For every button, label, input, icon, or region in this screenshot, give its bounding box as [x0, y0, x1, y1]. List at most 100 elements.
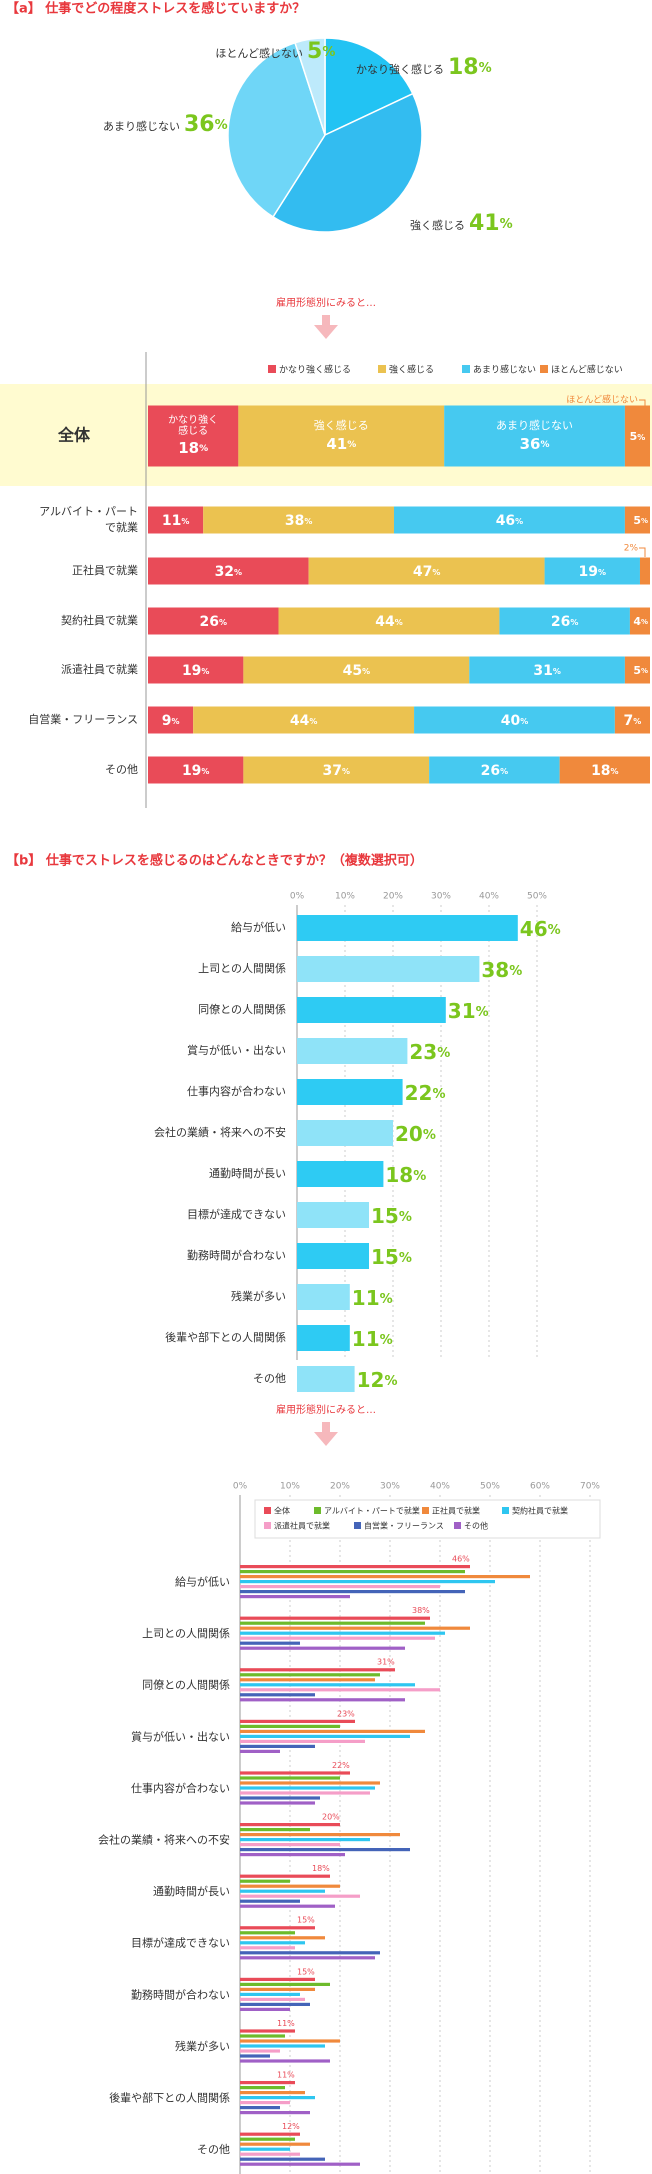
grouped-bar — [240, 1781, 380, 1785]
group-value-label: 31% — [377, 1658, 395, 1667]
bar-value-label: 23% — [409, 1040, 450, 1064]
grouped-bar — [240, 2002, 310, 2006]
bar-category-label: 給与が低い — [231, 920, 286, 934]
pie-value-label: 36% — [184, 112, 228, 137]
grouped-bar — [240, 2039, 340, 2043]
legend-swatch — [314, 1507, 321, 1514]
bar-value-label: 46% — [520, 917, 561, 941]
stacked-bar-segment — [544, 557, 640, 585]
callout-line — [639, 547, 646, 557]
stacked-value-label: 19% — [579, 564, 607, 580]
pie-slice — [271, 92, 423, 233]
x-tick-label: 30% — [380, 1482, 400, 1492]
grouped-bar — [240, 2007, 290, 2011]
group-value-label: 12% — [282, 2122, 300, 2131]
group-category-label: 会社の業績・将来への不安 — [98, 1833, 230, 1847]
stacked-category-label: で就業 — [105, 520, 138, 534]
grouped-bar — [240, 1729, 425, 1733]
stacked-value-label: 19% — [182, 663, 210, 679]
stacked-category-label: その他 — [105, 763, 138, 776]
grouped-bar — [240, 2137, 295, 2141]
stacked-bar-segment — [203, 506, 394, 534]
grouped-bar — [240, 2029, 295, 2033]
stacked-bar-segment — [308, 557, 545, 585]
bar-category-label: 会社の業績・将来への不安 — [154, 1125, 286, 1139]
stacked-value-label: 18% — [591, 763, 619, 779]
down-arrow-icon — [314, 315, 338, 339]
stacked-category-label: 自営業・フリーランス — [28, 712, 138, 726]
grouped-bar — [240, 2147, 290, 2151]
pie-label: かなり強く感じる — [356, 63, 444, 76]
stacked-bar-segment — [629, 607, 650, 635]
grouped-bar — [240, 1823, 340, 1827]
stacked-value-label: 32% — [215, 564, 243, 580]
grouped-bar — [240, 1982, 330, 1986]
grouped-bar — [240, 1838, 370, 1842]
stacked-bar-segment — [148, 756, 244, 784]
stacked-bar-segment — [148, 405, 239, 467]
stacked-bar-segment — [238, 405, 445, 467]
stacked-bar-segment — [444, 405, 625, 467]
stacked-bar-segment — [148, 656, 244, 684]
stacked-bar-segment — [624, 656, 650, 684]
stacked-bar-segment — [193, 706, 415, 734]
legend-swatch — [264, 1507, 271, 1514]
grouped-bar — [240, 2091, 305, 2095]
grouped-bar — [240, 1585, 440, 1589]
stacked-value-label: 45% — [343, 663, 371, 679]
legend-label: あまり感じない — [473, 364, 536, 376]
stacked-bar-segment — [499, 607, 630, 635]
grouped-bar — [240, 2044, 325, 2048]
bar — [297, 1120, 393, 1146]
group-value-label: 11% — [277, 2019, 295, 2028]
x-tick-label: 50% — [480, 1482, 500, 1492]
group-category-label: その他 — [197, 2143, 230, 2156]
legend-swatch — [378, 365, 386, 373]
stacked-value-label: 9% — [162, 713, 180, 729]
grouped-bar — [240, 2034, 285, 2038]
section-b-title: 【b】 仕事でストレスを感じるのはどんなときですか？（複数選択可） — [6, 853, 423, 869]
stacked-value-label: 26% — [551, 614, 579, 630]
grouped-bar — [240, 1904, 335, 1908]
legend-swatch — [268, 365, 276, 373]
x-tick-label: 70% — [580, 1482, 600, 1492]
x-tick-label: 30% — [431, 892, 451, 902]
grouped-bar — [240, 1931, 295, 1935]
grouped-bar — [240, 1724, 340, 1728]
stacked-bar-segment — [243, 756, 430, 784]
stacked-bar-segment — [639, 557, 650, 585]
callout-2pct-label: 2% — [624, 544, 639, 554]
group-value-label: 38% — [412, 1606, 430, 1615]
stacked-value-label: 19% — [182, 763, 210, 779]
callout-line — [639, 399, 646, 406]
x-tick-label: 10% — [280, 1482, 300, 1492]
grouped-bar — [240, 1853, 345, 1857]
group-category-label: 賞与が低い・出ない — [131, 1729, 230, 1743]
overall-segment-label: あまり感じない — [496, 419, 573, 432]
stacked-bar-segment — [429, 756, 560, 784]
legend-label: ほとんど感じない — [551, 364, 623, 376]
stacked-value-label: 37% — [323, 763, 351, 779]
grouped-bar — [240, 1744, 315, 1748]
grouped-bar — [240, 1801, 315, 1805]
stacked-value-label: 44% — [375, 614, 403, 630]
group-value-label: 15% — [297, 1916, 315, 1925]
bar-category-label: 残業が多い — [231, 1289, 286, 1303]
group-value-label: 20% — [322, 1813, 340, 1822]
stacked-bar-segment — [624, 405, 650, 467]
grouped-bar — [240, 1693, 315, 1697]
x-tick-label: 40% — [479, 892, 499, 902]
bar-category-label: 目標が達成できない — [187, 1207, 286, 1221]
grouped-bar — [240, 2086, 285, 2090]
bar — [297, 915, 518, 941]
grouped-bar — [240, 1595, 350, 1599]
bar — [297, 1202, 369, 1228]
stacked-value-label: 31% — [533, 663, 561, 679]
bar — [297, 1079, 403, 1105]
group-category-label: 後輩や部下との人間関係 — [109, 2091, 230, 2105]
bar-value-label: 38% — [481, 958, 522, 982]
grouped-bar — [240, 1698, 405, 1702]
stacked-value-label: 26% — [481, 763, 509, 779]
bar — [297, 1161, 384, 1187]
